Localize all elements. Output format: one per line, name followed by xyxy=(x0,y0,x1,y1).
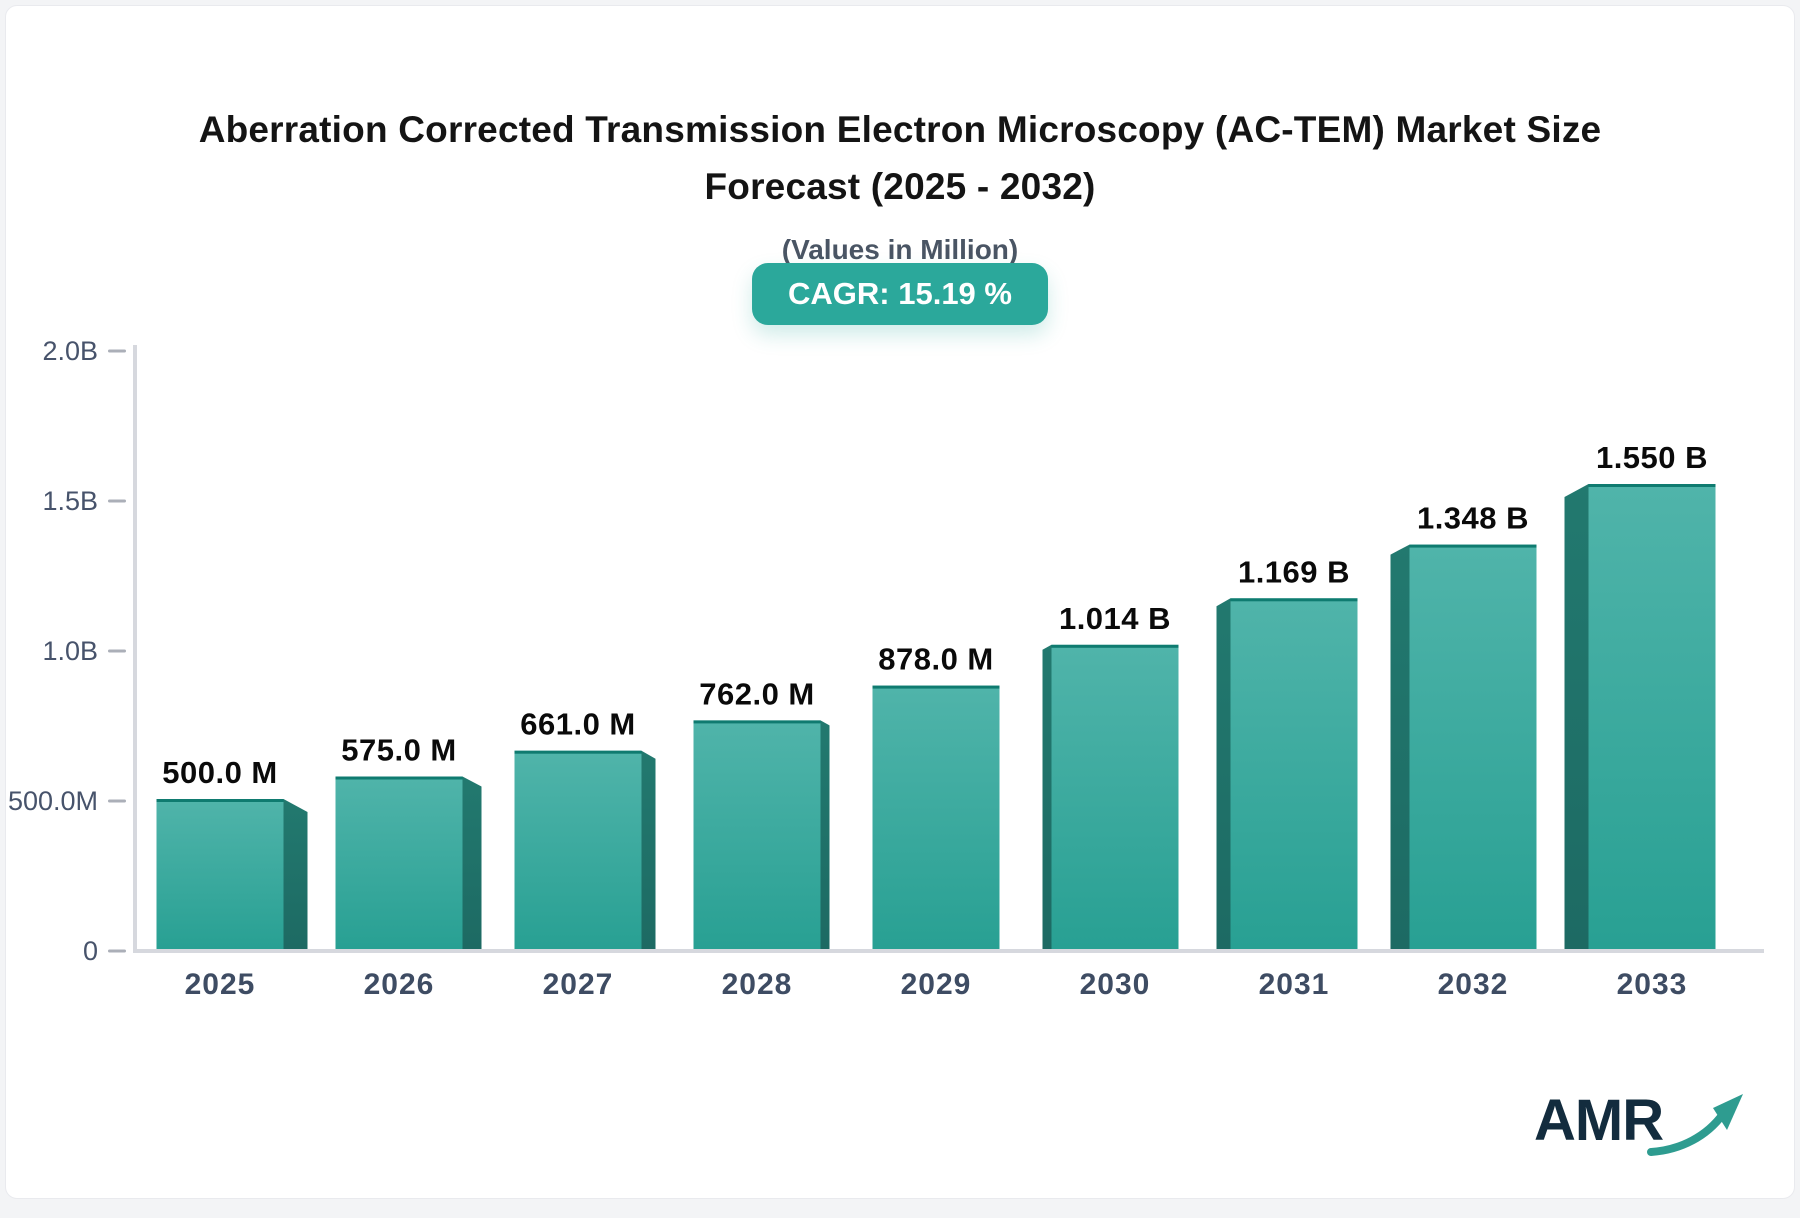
bar-side-face xyxy=(1564,484,1589,949)
bar-value-label: 575.0 M xyxy=(341,733,457,768)
bar-side-face xyxy=(820,720,830,949)
x-tick-label: 2032 xyxy=(1438,968,1509,1001)
bar-side-face xyxy=(1042,644,1052,949)
bar-side-face xyxy=(283,799,308,949)
x-tick-label: 2025 xyxy=(185,968,256,1001)
y-tick-label: 1.5B xyxy=(42,486,98,516)
x-tick-label: 2031 xyxy=(1259,968,1330,1001)
amr-logo: AMR xyxy=(1534,1092,1751,1164)
bar-top-edge xyxy=(1051,644,1179,648)
growth-arrow-head xyxy=(1713,1094,1744,1130)
bar-front-face xyxy=(514,750,642,949)
chart-title: Aberration Corrected Transmission Electr… xyxy=(6,101,1794,215)
bar-top-edge xyxy=(693,720,821,724)
x-tick-label: 2027 xyxy=(543,968,614,1001)
growth-arrow-icon xyxy=(1647,1094,1744,1156)
x-tick-label: 2033 xyxy=(1617,968,1688,1001)
bar-front-face xyxy=(872,685,1000,949)
bar-value-label: 762.0 M xyxy=(699,676,815,711)
bar-side-face xyxy=(641,750,656,949)
bar-front-face xyxy=(1409,544,1537,949)
bar-top-edge xyxy=(335,776,463,780)
bar-front-face xyxy=(335,776,463,949)
x-tick-label: 2029 xyxy=(901,968,972,1001)
bar-top-edge xyxy=(872,685,1000,689)
bar-value-label: 500.0 M xyxy=(162,755,278,790)
y-tick-label: 0 xyxy=(83,936,98,966)
cagr-badge: CAGR: 15.19 % xyxy=(752,263,1048,325)
bar-value-label: 1.169 B xyxy=(1238,554,1350,589)
y-tick-label: 500.0M xyxy=(8,786,98,816)
x-tick-label: 2028 xyxy=(722,968,793,1001)
bar-front-face xyxy=(1588,484,1716,949)
y-tick-label: 1.0B xyxy=(42,636,98,666)
chart-title-line1: Aberration Corrected Transmission Electr… xyxy=(198,109,1602,150)
bar-side-face xyxy=(1390,544,1410,949)
bar-chart: 0 500.0M 1.0B 1.5B 2.0B 500.0 M 2025 575.0 M 202… xyxy=(8,336,1764,1001)
bar-front-face xyxy=(693,720,821,949)
y-tick-mark xyxy=(108,499,126,503)
bar-side-face xyxy=(1216,598,1231,949)
x-axis-line xyxy=(133,949,1764,953)
y-tick-mark xyxy=(108,349,126,353)
bar-front-face xyxy=(1051,644,1179,949)
y-axis-line xyxy=(133,345,137,953)
y-tick-mark xyxy=(108,799,126,803)
bar-value-label: 1.550 B xyxy=(1596,440,1708,475)
bar-top-edge xyxy=(1230,598,1358,602)
bar-value-label: 1.348 B xyxy=(1417,501,1529,536)
bar-front-face xyxy=(156,799,284,949)
bar-front-face xyxy=(1230,598,1358,949)
y-tick-label: 2.0B xyxy=(42,336,98,366)
bar-value-label: 661.0 M xyxy=(520,707,636,742)
bar-top-edge xyxy=(156,799,284,802)
bar-value-label: 878.0 M xyxy=(878,642,994,677)
bar-top-edge xyxy=(514,750,642,754)
x-tick-label: 2026 xyxy=(364,968,435,1001)
bar-side-face xyxy=(462,776,482,949)
y-tick-mark xyxy=(108,649,126,653)
bar-top-edge xyxy=(1588,484,1716,487)
growth-arrow-swoosh xyxy=(1647,1110,1728,1156)
chart-title-line2: Forecast (2025 - 2032) xyxy=(704,166,1096,207)
chart-card: Aberration Corrected Transmission Electr… xyxy=(5,5,1795,1199)
y-tick-mark xyxy=(108,949,126,953)
x-tick-label: 2030 xyxy=(1080,968,1151,1001)
chart-subtitle: (Values in Million) xyxy=(781,234,1019,265)
bar-top-edge xyxy=(1409,544,1537,548)
amr-logo-text: AMR xyxy=(1534,1088,1664,1153)
bar-value-label: 1.014 B xyxy=(1059,601,1171,636)
